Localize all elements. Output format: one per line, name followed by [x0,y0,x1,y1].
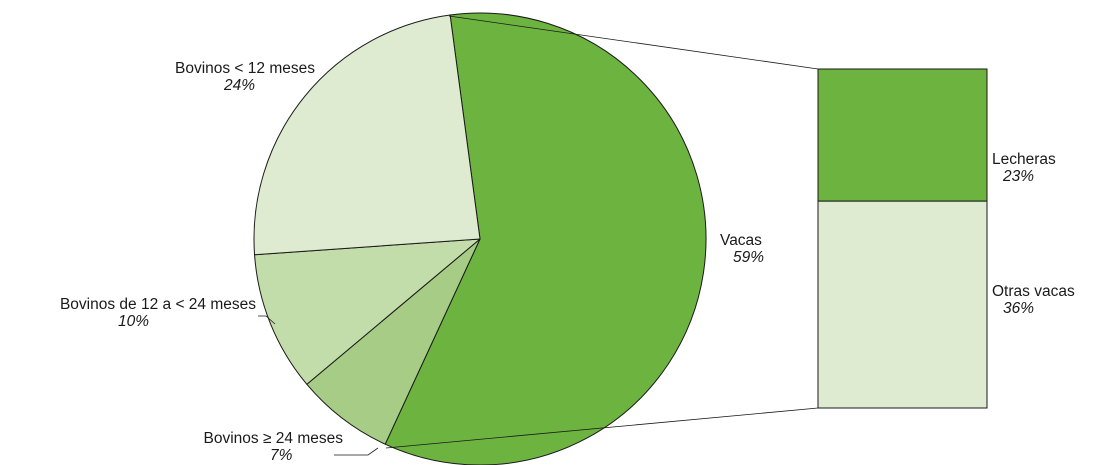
connector-top [448,15,819,70]
label-vacas-name: Vacas [720,232,762,249]
slice-bovinos-de-12-a-24-meses [254,238,481,385]
label-bovinos-24-value: 7% [270,447,293,464]
label-bovinos-12-value: 24% [223,77,255,94]
label-otras-vacas-value: 36% [1003,300,1034,317]
slice-bovinos-12-meses [253,14,481,256]
leader-bovinos-24 [334,447,379,456]
pie [253,12,707,465]
breakdown-connectors [385,15,819,449]
label-bovinos-12-24-value: 10% [118,313,149,330]
segment-otras-vacas [817,200,988,409]
leader-bovinos-12-24 [258,315,276,325]
label-bovinos-12-24-name: Bovinos de 12 a < 24 meses [60,296,256,313]
label-lecheras-value: 23% [1002,168,1034,185]
label-leaders [258,315,379,456]
breakdown-bar [817,68,988,409]
label-vacas-value: 59% [733,249,764,266]
label-bovinos-24-name: Bovinos ≥ 24 meses [204,430,344,447]
label-lecheras-name: Lecheras [992,151,1056,168]
label-bovinos-12-name: Bovinos < 12 meses [175,60,315,77]
label-otras-vacas-name: Otras vacas [992,283,1075,300]
labels: Vacas 59% Bovinos ≥ 24 meses 7% Bovinos … [60,60,1075,464]
connector-bottom [385,407,819,449]
segment-lecheras [817,68,988,202]
